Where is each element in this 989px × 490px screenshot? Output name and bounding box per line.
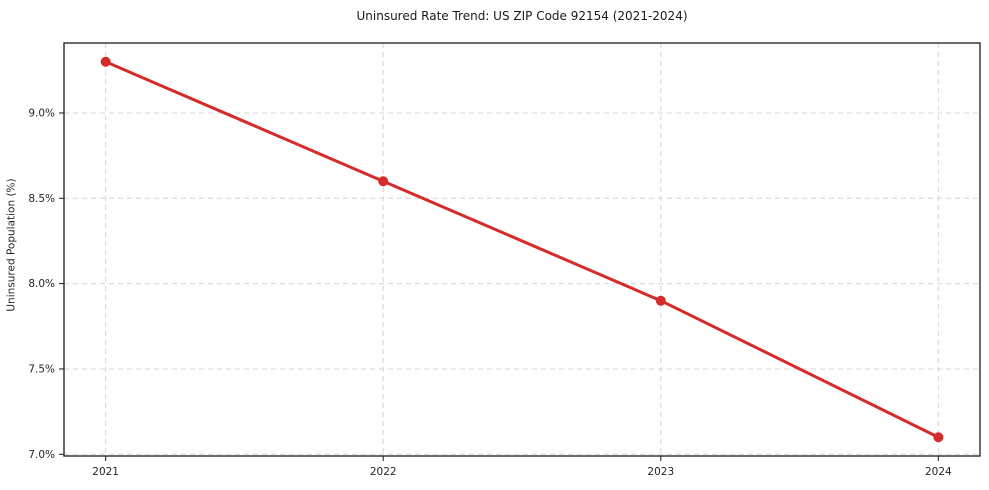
y-tick-label: 8.0% <box>28 278 55 290</box>
x-tick-label: 2023 <box>647 466 674 478</box>
x-tick-label: 2024 <box>925 466 952 478</box>
y-tick-label: 8.5% <box>28 193 55 205</box>
y-tick-label: 9.0% <box>28 107 55 119</box>
data-point-2022 <box>378 176 389 187</box>
chart-title: Uninsured Rate Trend: US ZIP Code 92154 … <box>356 9 688 23</box>
data-point-2021 <box>100 56 111 67</box>
y-tick-label: 7.0% <box>28 449 55 461</box>
x-tick-label: 2021 <box>92 466 119 478</box>
x-tick-label: 2022 <box>370 466 397 478</box>
data-point-2023 <box>655 295 666 306</box>
data-point-2024 <box>933 432 944 443</box>
trend-line <box>104 60 940 439</box>
y-tick-label: 7.5% <box>28 363 55 375</box>
plot-area-frame <box>63 42 981 457</box>
